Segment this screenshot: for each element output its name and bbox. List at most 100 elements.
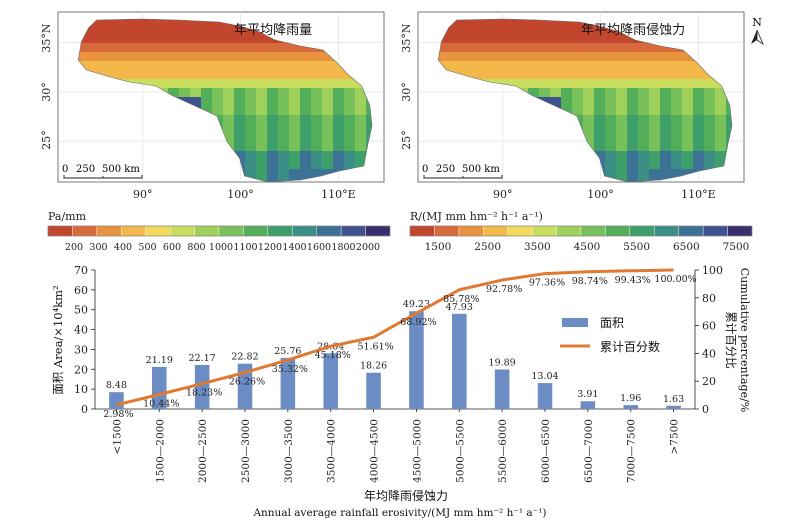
raster-cell <box>572 88 584 98</box>
raster-cell <box>333 124 345 134</box>
legend-swatch <box>532 226 556 236</box>
x-tick-label: 5500—6000 <box>497 419 509 483</box>
raster-cell <box>638 178 650 188</box>
raster-cell <box>168 43 180 53</box>
raster-cell <box>278 151 290 161</box>
legend-tick: 600 <box>163 242 181 253</box>
raster-cell <box>627 178 639 188</box>
raster-cell <box>267 97 279 107</box>
raster-cell <box>627 169 639 179</box>
raster-cell <box>179 61 191 71</box>
raster-cell <box>168 79 180 89</box>
raster-cell <box>124 34 136 44</box>
raster-cell <box>124 52 136 62</box>
legend-tick: 200 <box>65 242 83 253</box>
raster-cell <box>539 43 551 53</box>
raster-cell <box>627 133 639 143</box>
raster-cell <box>179 52 191 62</box>
raster-cell <box>135 52 147 62</box>
raster-cell <box>289 178 301 188</box>
raster-cell <box>660 151 672 161</box>
raster-cell <box>333 133 345 143</box>
raster-cell <box>649 151 661 161</box>
raster-cell <box>605 115 617 125</box>
raster-cell <box>80 52 92 62</box>
raster-cell <box>572 70 584 80</box>
legend-bar-swatch <box>562 318 588 327</box>
raster-cell <box>583 88 595 98</box>
raster-cell <box>223 97 235 107</box>
raster-cell <box>300 151 312 161</box>
bar-value-label: 25.76 <box>274 346 301 357</box>
raster-cell <box>135 70 147 80</box>
raster-cell <box>267 79 279 89</box>
raster-cell <box>278 160 290 170</box>
raster-cell <box>495 34 507 44</box>
raster-cell <box>627 124 639 134</box>
raster-cell <box>660 169 672 179</box>
raster-cell <box>124 61 136 71</box>
raster-cell <box>484 34 496 44</box>
raster-cell <box>234 88 246 98</box>
y-left-tick-label: 10 <box>74 383 88 396</box>
raster-cell <box>278 79 290 89</box>
raster-cell <box>682 97 694 107</box>
raster-cell <box>583 124 595 134</box>
scale-bar-label: 0 <box>62 164 68 175</box>
raster-cell <box>201 43 213 53</box>
legend-swatch <box>605 226 629 236</box>
x-tick-label: 3500—4000 <box>326 419 338 483</box>
raster-cell <box>355 106 367 116</box>
raster-cell <box>462 25 474 35</box>
bar-value-label: 19.89 <box>489 358 516 369</box>
x-tick-label: 1500—2000 <box>154 419 166 483</box>
raster-cell <box>616 88 628 98</box>
raster-cell <box>190 70 202 80</box>
raster-cell <box>179 34 191 44</box>
raster-cell <box>289 106 301 116</box>
raster-cell <box>627 52 639 62</box>
raster-cell <box>245 142 257 152</box>
raster-cell <box>517 52 529 62</box>
line-value-label: 85.78% <box>443 294 479 305</box>
raster-cell <box>245 61 257 71</box>
raster-cell <box>179 25 191 35</box>
raster-cell <box>135 34 147 44</box>
raster-cell <box>245 106 257 116</box>
raster-cell <box>561 79 573 89</box>
raster-cell <box>660 97 672 107</box>
raster-cell <box>91 61 103 71</box>
raster-cell <box>528 70 540 80</box>
raster-cell <box>594 142 606 152</box>
raster-cell <box>311 79 323 89</box>
raster-cell <box>693 70 705 80</box>
raster-cell <box>300 133 312 143</box>
raster-cell <box>344 106 356 116</box>
raster-cell <box>682 124 694 134</box>
raster-cell <box>572 97 584 107</box>
raster-cell <box>616 160 628 170</box>
raster-cell <box>333 88 345 98</box>
legend-swatch <box>459 226 483 236</box>
raster-cell <box>638 151 650 161</box>
raster-cell <box>561 88 573 98</box>
y-right-axis-title-cn: 累计百分比 <box>724 311 738 369</box>
raster-cell <box>605 52 617 62</box>
raster-cell <box>113 43 125 53</box>
raster-cell <box>333 70 345 80</box>
raster-cell <box>278 88 290 98</box>
raster-cell <box>311 88 323 98</box>
raster-cell <box>693 124 705 134</box>
raster-cell <box>583 52 595 62</box>
raster-cell <box>550 79 562 89</box>
raster-cell <box>102 52 114 62</box>
raster-cell <box>256 115 268 125</box>
raster-cell <box>473 25 485 35</box>
raster-cell <box>333 106 345 116</box>
raster-cell <box>484 70 496 80</box>
raster-cell <box>451 61 463 71</box>
legend-swatch <box>508 226 532 236</box>
